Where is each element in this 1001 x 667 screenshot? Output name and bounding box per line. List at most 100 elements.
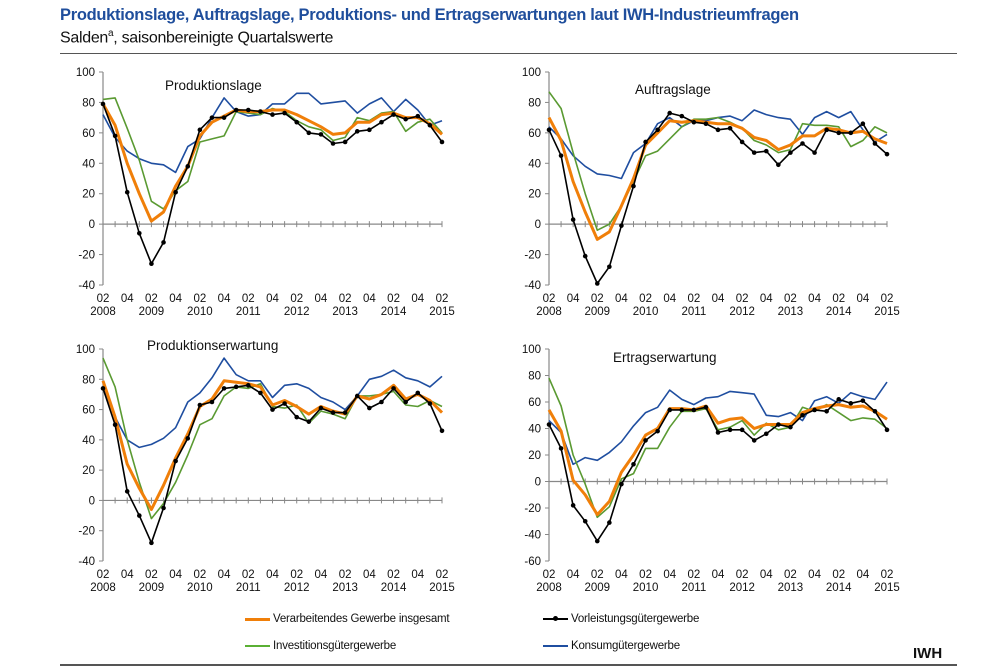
- x-tick-label: 02: [736, 293, 749, 305]
- x-tick-label: 02: [145, 293, 158, 305]
- data-point-vorleistung: [282, 110, 287, 116]
- data-point-vorleistung: [173, 189, 178, 195]
- x-tick-label: 04: [615, 293, 628, 305]
- x-year-label: 2010: [187, 582, 213, 594]
- legend-label: Investitionsgütergewerbe: [273, 640, 397, 652]
- data-point-vorleistung: [715, 127, 721, 133]
- data-point-vorleistung: [149, 261, 154, 267]
- y-tick-label: 80: [82, 97, 95, 109]
- data-point-vorleistung: [667, 110, 673, 116]
- x-tick-label: 02: [784, 569, 797, 581]
- data-point-vorleistung: [546, 422, 552, 427]
- y-tick-label: -40: [524, 530, 541, 542]
- x-year-label: 2010: [633, 582, 659, 594]
- legend-swatch-black: [543, 616, 568, 621]
- x-tick-label: 02: [387, 293, 400, 305]
- x-tick-label: 02: [543, 293, 556, 305]
- legend-swatch-green: [245, 645, 270, 647]
- data-point-vorleistung: [245, 107, 251, 113]
- x-tick-label: 04: [663, 569, 676, 581]
- x-year-label: 2010: [187, 306, 213, 318]
- series-line-konsum: [102, 92, 443, 174]
- data-point-vorleistung: [812, 150, 817, 155]
- data-point-vorleistung: [751, 150, 757, 155]
- data-point-vorleistung: [727, 125, 733, 131]
- x-year-label: 2013: [778, 582, 804, 594]
- data-point-vorleistung: [403, 116, 408, 122]
- x-tick-label: 04: [315, 569, 328, 581]
- data-point-vorleistung: [318, 132, 324, 137]
- y-tick-label: 40: [528, 158, 541, 170]
- data-point-vorleistung: [185, 164, 191, 169]
- top-divider: [60, 53, 957, 54]
- x-tick-label: 04: [218, 293, 231, 305]
- data-point-vorleistung: [836, 130, 842, 136]
- y-tick-label: 40: [528, 424, 541, 436]
- series-line-total: [547, 116, 888, 241]
- y-tick-label: 0: [535, 219, 541, 231]
- data-point-vorleistung: [258, 109, 263, 114]
- legend-label: Verarbeitendes Gewerbe insgesamt: [273, 613, 450, 625]
- subtitle-rest: , saisonbereinigte Quartalswerte: [113, 29, 334, 47]
- data-point-vorleistung: [294, 119, 300, 125]
- y-tick-label: 0: [89, 219, 95, 231]
- x-year-label: 2011: [681, 582, 706, 594]
- data-point-vorleistung: [161, 505, 166, 511]
- data-point-vorleistung: [788, 424, 793, 430]
- data-point-vorleistung: [403, 399, 408, 405]
- data-point-vorleistung: [727, 427, 733, 433]
- x-tick-label: 02: [290, 293, 303, 305]
- data-point-vorleistung: [679, 113, 685, 119]
- legend-item-investition: Investitionsgütergewerbe: [245, 640, 396, 652]
- x-tick-label: 02: [97, 293, 110, 305]
- x-year-label: 2009: [139, 582, 165, 594]
- x-year-label: 2009: [139, 306, 165, 318]
- y-tick-label: 100: [522, 344, 541, 356]
- data-point-vorleistung: [872, 141, 878, 146]
- y-tick-label: 20: [528, 189, 541, 201]
- data-point-vorleistung: [655, 127, 660, 133]
- x-tick-label: 04: [808, 569, 821, 581]
- data-point-vorleistung: [594, 281, 600, 286]
- data-point-vorleistung: [100, 101, 106, 107]
- data-point-vorleistung: [124, 189, 130, 195]
- x-tick-label: 04: [760, 293, 773, 305]
- series-line-vorleistung: [548, 112, 888, 285]
- x-tick-label: 04: [363, 569, 376, 581]
- data-point-vorleistung: [848, 401, 854, 406]
- data-point-vorleistung: [776, 422, 781, 427]
- x-year-label: 2014: [826, 306, 852, 318]
- data-point-vorleistung: [884, 427, 890, 433]
- data-point-vorleistung: [415, 113, 421, 119]
- panel-title: Produktionserwartung: [147, 338, 278, 353]
- data-point-vorleistung: [354, 393, 360, 399]
- y-tick-label: 40: [82, 435, 95, 447]
- data-point-vorleistung: [607, 520, 612, 525]
- x-tick-label: 04: [712, 293, 725, 305]
- data-point-vorleistung: [112, 133, 118, 139]
- chart-subtitle: Saldena, saisonbereinigte Quartalswerte: [60, 28, 333, 47]
- series-line-investition: [548, 377, 888, 519]
- data-point-vorleistung: [619, 223, 624, 228]
- x-tick-label: 02: [436, 569, 449, 581]
- x-year-label: 2012: [729, 306, 755, 318]
- data-point-vorleistung: [739, 139, 745, 145]
- x-year-label: 2013: [332, 306, 358, 318]
- data-point-vorleistung: [679, 407, 685, 413]
- x-tick-label: 04: [411, 569, 424, 581]
- data-point-vorleistung: [209, 399, 215, 405]
- data-point-vorleistung: [161, 240, 166, 245]
- data-point-vorleistung: [330, 141, 336, 146]
- x-year-label: 2012: [729, 582, 755, 594]
- data-point-vorleistung: [715, 430, 721, 435]
- data-point-vorleistung: [582, 253, 588, 259]
- x-tick-label: 02: [591, 569, 604, 581]
- data-point-vorleistung: [427, 122, 433, 128]
- data-point-vorleistung: [558, 153, 564, 158]
- x-tick-label: 02: [290, 569, 303, 581]
- x-year-label: 2015: [429, 306, 455, 318]
- data-point-vorleistung: [800, 141, 805, 146]
- x-tick-label: 02: [193, 569, 206, 581]
- x-tick-label: 02: [639, 293, 652, 305]
- data-point-vorleistung: [209, 115, 215, 120]
